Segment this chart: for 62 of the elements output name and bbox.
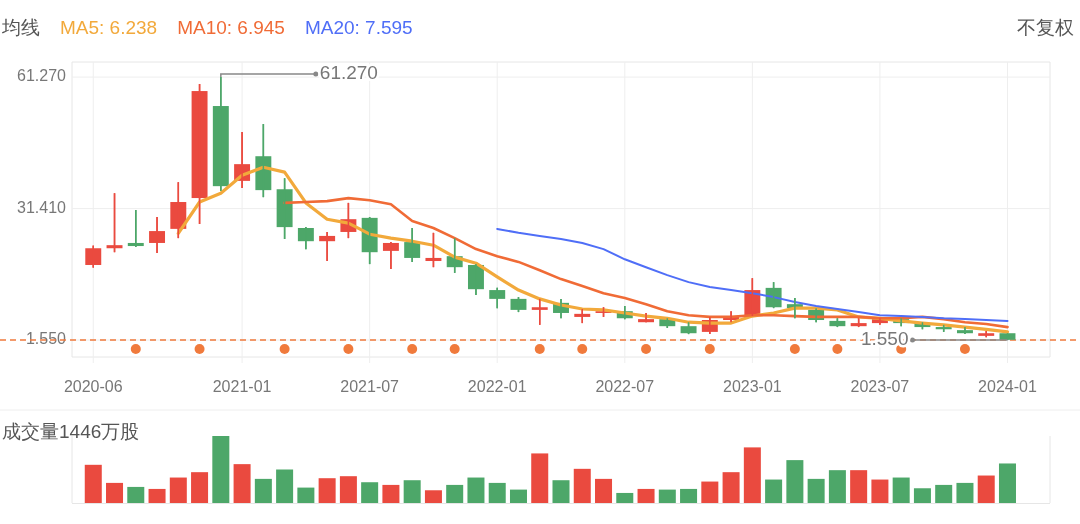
bar	[254, 478, 272, 503]
chart-title: 成交量1446万股	[2, 421, 140, 442]
bar	[106, 482, 124, 503]
bar	[212, 436, 230, 503]
bar	[84, 464, 102, 503]
bar	[595, 478, 613, 503]
bar	[743, 447, 761, 503]
bar	[148, 488, 166, 503]
x-tick-label: 2022-07	[595, 378, 655, 395]
bar	[488, 482, 506, 503]
bar	[169, 477, 187, 503]
bar	[680, 488, 698, 503]
bar	[765, 479, 783, 503]
bar	[339, 476, 357, 503]
bar	[701, 481, 719, 503]
bar	[658, 489, 676, 503]
x-tick-label: 2024-01	[978, 378, 1037, 395]
text: MA10: 6.945	[177, 17, 285, 38]
text: MA5: 6.238	[60, 17, 158, 38]
bar	[998, 463, 1016, 503]
bar	[956, 482, 974, 503]
bar	[382, 484, 400, 503]
bar	[850, 470, 868, 503]
x-tick-label: 2021-01	[212, 378, 272, 395]
bar	[531, 453, 549, 503]
bar	[127, 486, 145, 503]
bar	[828, 470, 846, 503]
bar	[722, 472, 740, 503]
bar	[276, 469, 294, 503]
bar	[509, 489, 527, 503]
bar	[892, 477, 910, 503]
bar	[467, 477, 485, 503]
bar	[403, 480, 421, 503]
y-tick-label: 61.270	[17, 67, 67, 85]
bar	[552, 480, 570, 503]
x-tick-label: 2022-01	[467, 378, 527, 395]
bar	[807, 478, 825, 503]
bar	[446, 484, 464, 503]
bar	[318, 478, 336, 503]
bar	[913, 488, 931, 503]
bar	[424, 490, 442, 503]
bar	[786, 460, 804, 503]
bar	[935, 484, 953, 503]
annotation: 61.270	[319, 62, 378, 84]
x-tick-label: 2020-06	[63, 378, 123, 395]
bar	[573, 468, 591, 503]
bar	[191, 472, 209, 503]
bar	[977, 475, 995, 503]
line-series	[496, 227, 1009, 322]
y-tick-label: 31.410	[17, 198, 67, 216]
bar	[297, 487, 315, 503]
bar	[233, 464, 251, 503]
x-tick-label: 2023-01	[722, 378, 782, 395]
bar	[361, 482, 379, 503]
bar	[616, 492, 634, 503]
text: MA20: 7.595	[304, 17, 413, 38]
bar	[871, 479, 889, 503]
x-tick-label: 2023-07	[850, 378, 910, 395]
bar	[637, 488, 655, 503]
legend-title: 均线	[1, 17, 40, 38]
text: 不复权	[1017, 17, 1074, 38]
x-tick-label: 2021-07	[340, 378, 400, 395]
